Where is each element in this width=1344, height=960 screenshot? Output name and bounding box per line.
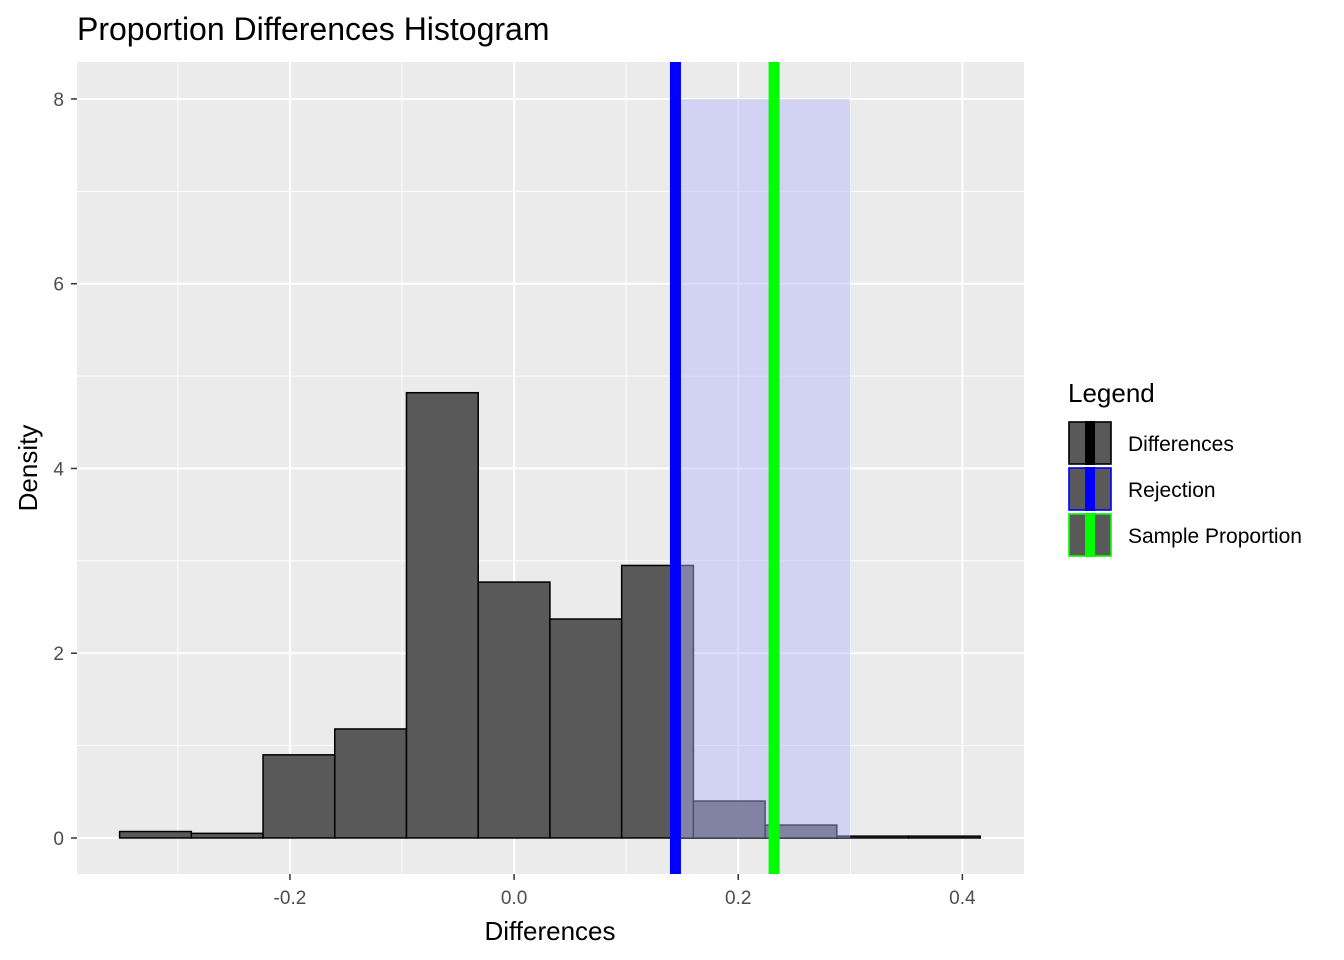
y-tick-label: 4	[53, 459, 64, 480]
y-tick-label: 0	[53, 829, 64, 850]
x-axis-ticks: -0.2 0.0 0.2 0.4	[274, 874, 976, 909]
y-tick-label: 6	[53, 275, 64, 296]
x-tick-label: 0.0	[501, 888, 527, 909]
histogram-bar	[118, 830, 193, 839]
histogram-bar	[907, 835, 982, 839]
legend: Legend Differences Rejection Sample Propor…	[1068, 378, 1302, 557]
chart-title: Proportion Differences Histogram	[77, 11, 550, 47]
x-tick-label: -0.2	[274, 888, 307, 909]
y-axis-ticks: 0 2 4 6 8	[53, 90, 77, 850]
histogram-bar	[620, 564, 695, 839]
legend-items: Differences Rejection Sample Proportion	[1068, 421, 1302, 557]
histogram-bar	[549, 618, 623, 839]
histogram-bar	[764, 824, 838, 839]
histogram-bar	[334, 728, 408, 839]
legend-label: Rejection	[1128, 479, 1216, 502]
histogram-bar	[405, 391, 479, 839]
legend-label: Differences	[1128, 433, 1234, 456]
histogram-bar	[692, 800, 766, 839]
y-tick-label: 8	[53, 90, 64, 111]
histogram-bars	[118, 391, 982, 839]
histogram-bar	[262, 754, 336, 839]
y-axis-title: Density	[13, 425, 43, 512]
histogram-bar	[477, 581, 551, 839]
legend-title: Legend	[1068, 378, 1155, 408]
x-tick-label: 0.2	[725, 888, 751, 909]
y-tick-label: 2	[53, 644, 64, 665]
x-tick-label: 0.4	[949, 888, 976, 909]
rejection-region	[675, 98, 851, 838]
histogram-bar	[190, 832, 264, 839]
legend-label: Sample Proportion	[1128, 525, 1302, 548]
x-axis-title: Differences	[484, 916, 615, 946]
